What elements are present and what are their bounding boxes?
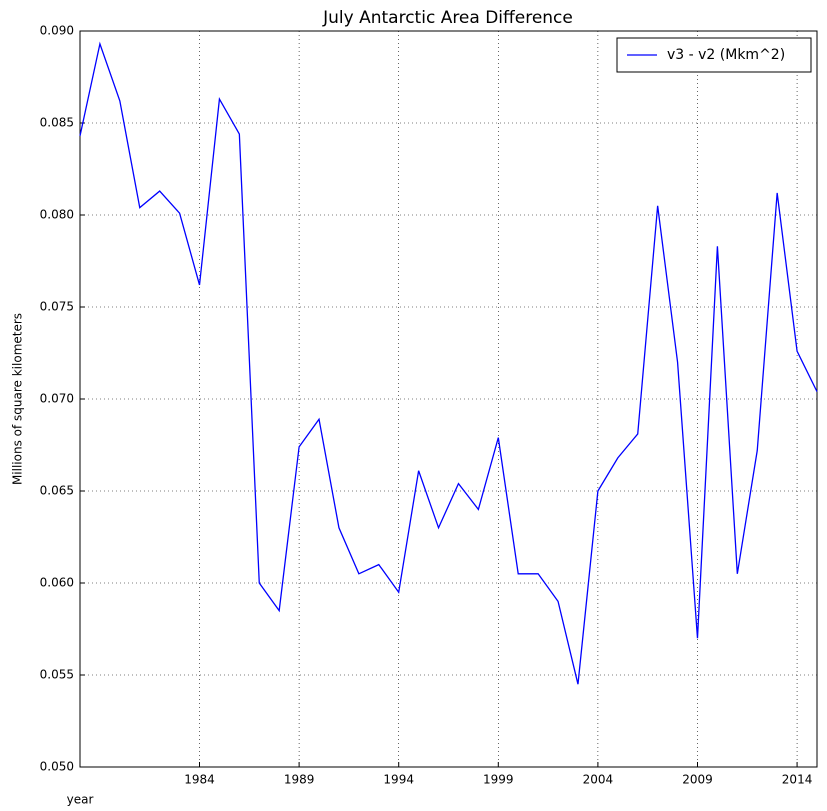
plot-frame [79,30,818,768]
y-tick-label: 0.080 [40,208,74,222]
line-series [79,41,818,685]
y-axis-label: Millions of square kilometers [11,313,25,485]
x-tick-label: 1999 [483,773,514,787]
y-tick-label: 0.055 [40,668,74,682]
x-tick-label: 1984 [184,773,215,787]
x-tick-label: 1989 [284,773,315,787]
y-tick-label: 0.050 [40,760,74,774]
y-tick-label: 0.070 [40,392,74,406]
y-tick-label: 0.060 [40,576,74,590]
y-tick-label: 0.075 [40,300,74,314]
x-tick-label: 2004 [583,773,614,787]
y-tick-label: 0.085 [40,116,74,130]
y-tick-label: 0.090 [40,24,74,38]
x-tick-label: 2014 [782,773,813,787]
x-tick-label: 1994 [383,773,414,787]
chart-title: July Antarctic Area Difference [322,8,573,28]
y-tick-label: 0.065 [40,484,74,498]
x-tick-label: 2009 [682,773,713,787]
x-axis-label: year [67,793,94,807]
legend-label: v3 - v2 (Mkm^2) [667,47,785,63]
